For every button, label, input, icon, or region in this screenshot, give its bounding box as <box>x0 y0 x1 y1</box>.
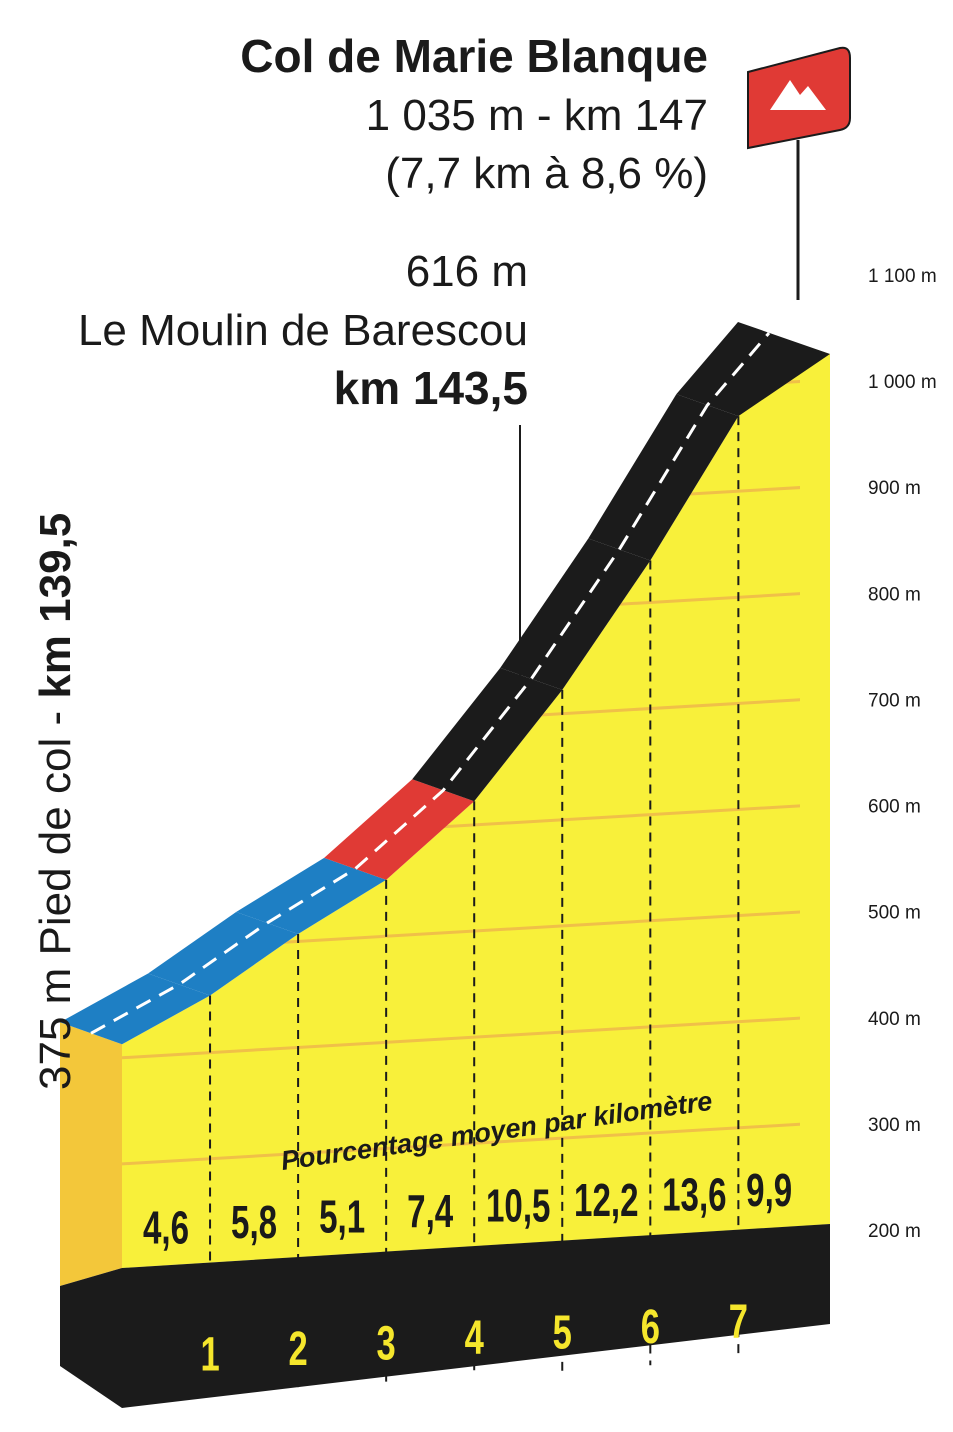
gradient-label: 13,6 <box>662 1170 726 1220</box>
profile-front-face <box>122 343 800 1268</box>
y-tick-label: 400 m <box>868 1009 921 1030</box>
base-side-band <box>60 1268 122 1408</box>
road-segment <box>148 911 299 996</box>
profile-side-face <box>60 1022 122 1286</box>
km-marker: 1 <box>200 1327 219 1381</box>
base-front-band <box>122 1223 830 1408</box>
y-tick-label: 800 m <box>868 584 921 605</box>
gradient-label: 5,1 <box>319 1192 365 1242</box>
km-marker: 6 <box>641 1300 660 1354</box>
gradient-label: 10,5 <box>486 1181 550 1231</box>
summit-flag-icon <box>747 46 851 300</box>
y-tick-label: 1 000 m <box>868 372 937 393</box>
y-tick-label: 500 m <box>868 903 921 924</box>
y-tick-label: 200 m <box>868 1221 921 1242</box>
y-tick-label: 900 m <box>868 478 921 499</box>
gradient-label: 4,6 <box>143 1203 189 1253</box>
road-segment <box>236 857 387 934</box>
y-tick-label: 600 m <box>868 797 921 818</box>
gridline <box>122 1014 800 1060</box>
km-marker: 7 <box>729 1294 748 1348</box>
summit-climb-stats: (7,7 km à 8,6 %) <box>385 149 708 198</box>
start-km: km 139,5 <box>31 513 80 699</box>
km-marker: 3 <box>377 1316 396 1370</box>
profile-end-face <box>800 343 830 1226</box>
summit-altitude-km: 1 035 m - km 147 <box>366 91 708 140</box>
gradient-label: 5,8 <box>231 1198 277 1248</box>
waypoint-km: km 143,5 <box>334 362 528 414</box>
km-marker: 4 <box>465 1311 485 1365</box>
gridline <box>122 1120 800 1166</box>
y-tick-label: 300 m <box>868 1115 921 1136</box>
road-segment <box>500 538 651 690</box>
gradient-label: 9,9 <box>746 1166 792 1216</box>
waypoint-altitude: 616 m <box>406 247 528 296</box>
km-marker: 2 <box>288 1321 307 1375</box>
summit-name: Col de Marie Blanque <box>240 30 708 82</box>
gradient-label: 12,2 <box>574 1176 638 1226</box>
waypoint-name: Le Moulin de Barescou <box>78 306 528 355</box>
y-tick-label: 1 100 m <box>868 266 937 287</box>
road-segment <box>676 321 830 417</box>
y-tick-label: 700 m <box>868 690 921 711</box>
km-marker: 5 <box>553 1305 572 1359</box>
road-segment <box>60 973 211 1045</box>
road-centre-line <box>90 331 771 1035</box>
start-altitude: 375 m Pied de col - <box>31 699 80 1090</box>
start-label: 375 m Pied de col - km 139,5 <box>31 513 80 1090</box>
gradient-label: 7,4 <box>407 1187 454 1237</box>
